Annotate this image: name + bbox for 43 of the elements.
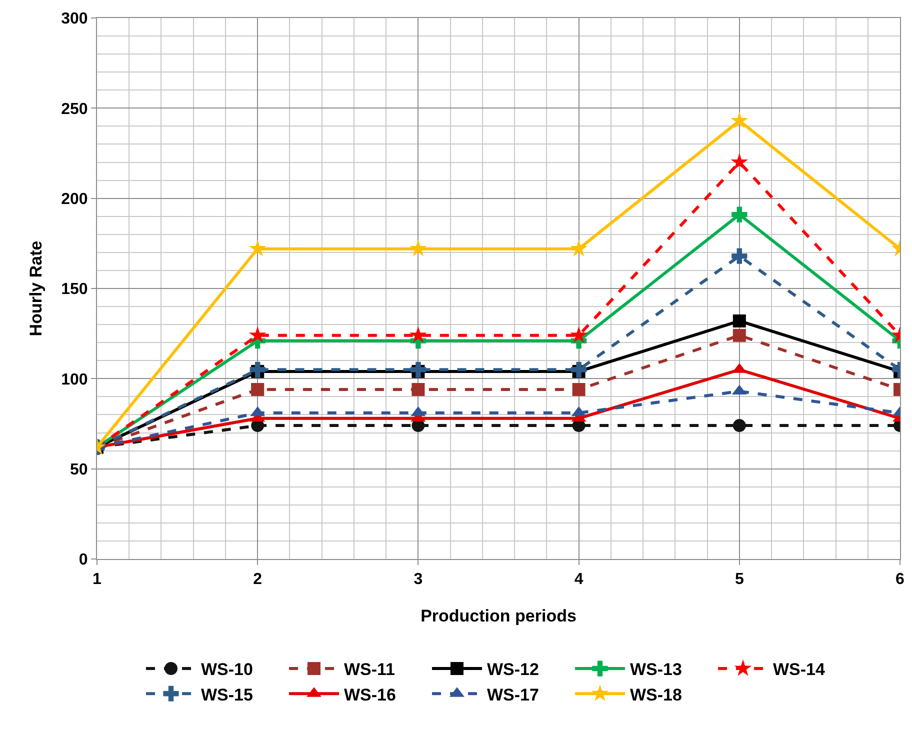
y-tick-label: 200 [61,190,88,208]
point [732,328,746,342]
x-tick-label: 3 [414,571,423,588]
x-axis-title: Production periods [420,606,576,626]
point [570,240,588,256]
point [251,382,264,396]
x-tick-label: 5 [734,571,744,588]
point [570,326,588,343]
y-tick-label: 150 [61,281,88,298]
point [732,314,746,328]
y-tick-label: 0 [78,552,88,569]
y-tick-label: 250 [61,100,88,118]
legend-label: WS-16 [344,685,396,704]
point [410,362,426,378]
x-tick-label: 4 [574,571,584,588]
y-axis-title: Hourly Rate [26,240,46,336]
point [410,326,427,343]
point [572,382,586,396]
point [248,326,266,343]
x-tick-label: 2 [253,571,262,588]
point [732,248,748,264]
legend-label: WS-15 [201,685,253,704]
point [732,206,748,222]
point [250,362,266,378]
point [248,240,266,256]
legend-label: WS-12 [487,660,539,680]
x-tick-label: 6 [896,571,905,588]
point [730,153,748,170]
point [732,419,746,432]
point [410,240,427,256]
legend-label: WS-11 [344,660,396,680]
legend-label: WS-18 [630,685,682,704]
x-tick-label: 1 [92,571,102,588]
y-tick-label: 100 [61,371,88,388]
legend-label: WS-14 [773,660,826,680]
point [412,382,425,396]
legend-label: WS-13 [630,660,682,680]
y-tick-label: 300 [61,10,88,28]
y-tick-label: 50 [70,461,88,478]
point [730,112,748,128]
legend-label: WS-10 [201,660,253,680]
legend-label: WS-17 [487,685,539,704]
point [571,362,587,378]
